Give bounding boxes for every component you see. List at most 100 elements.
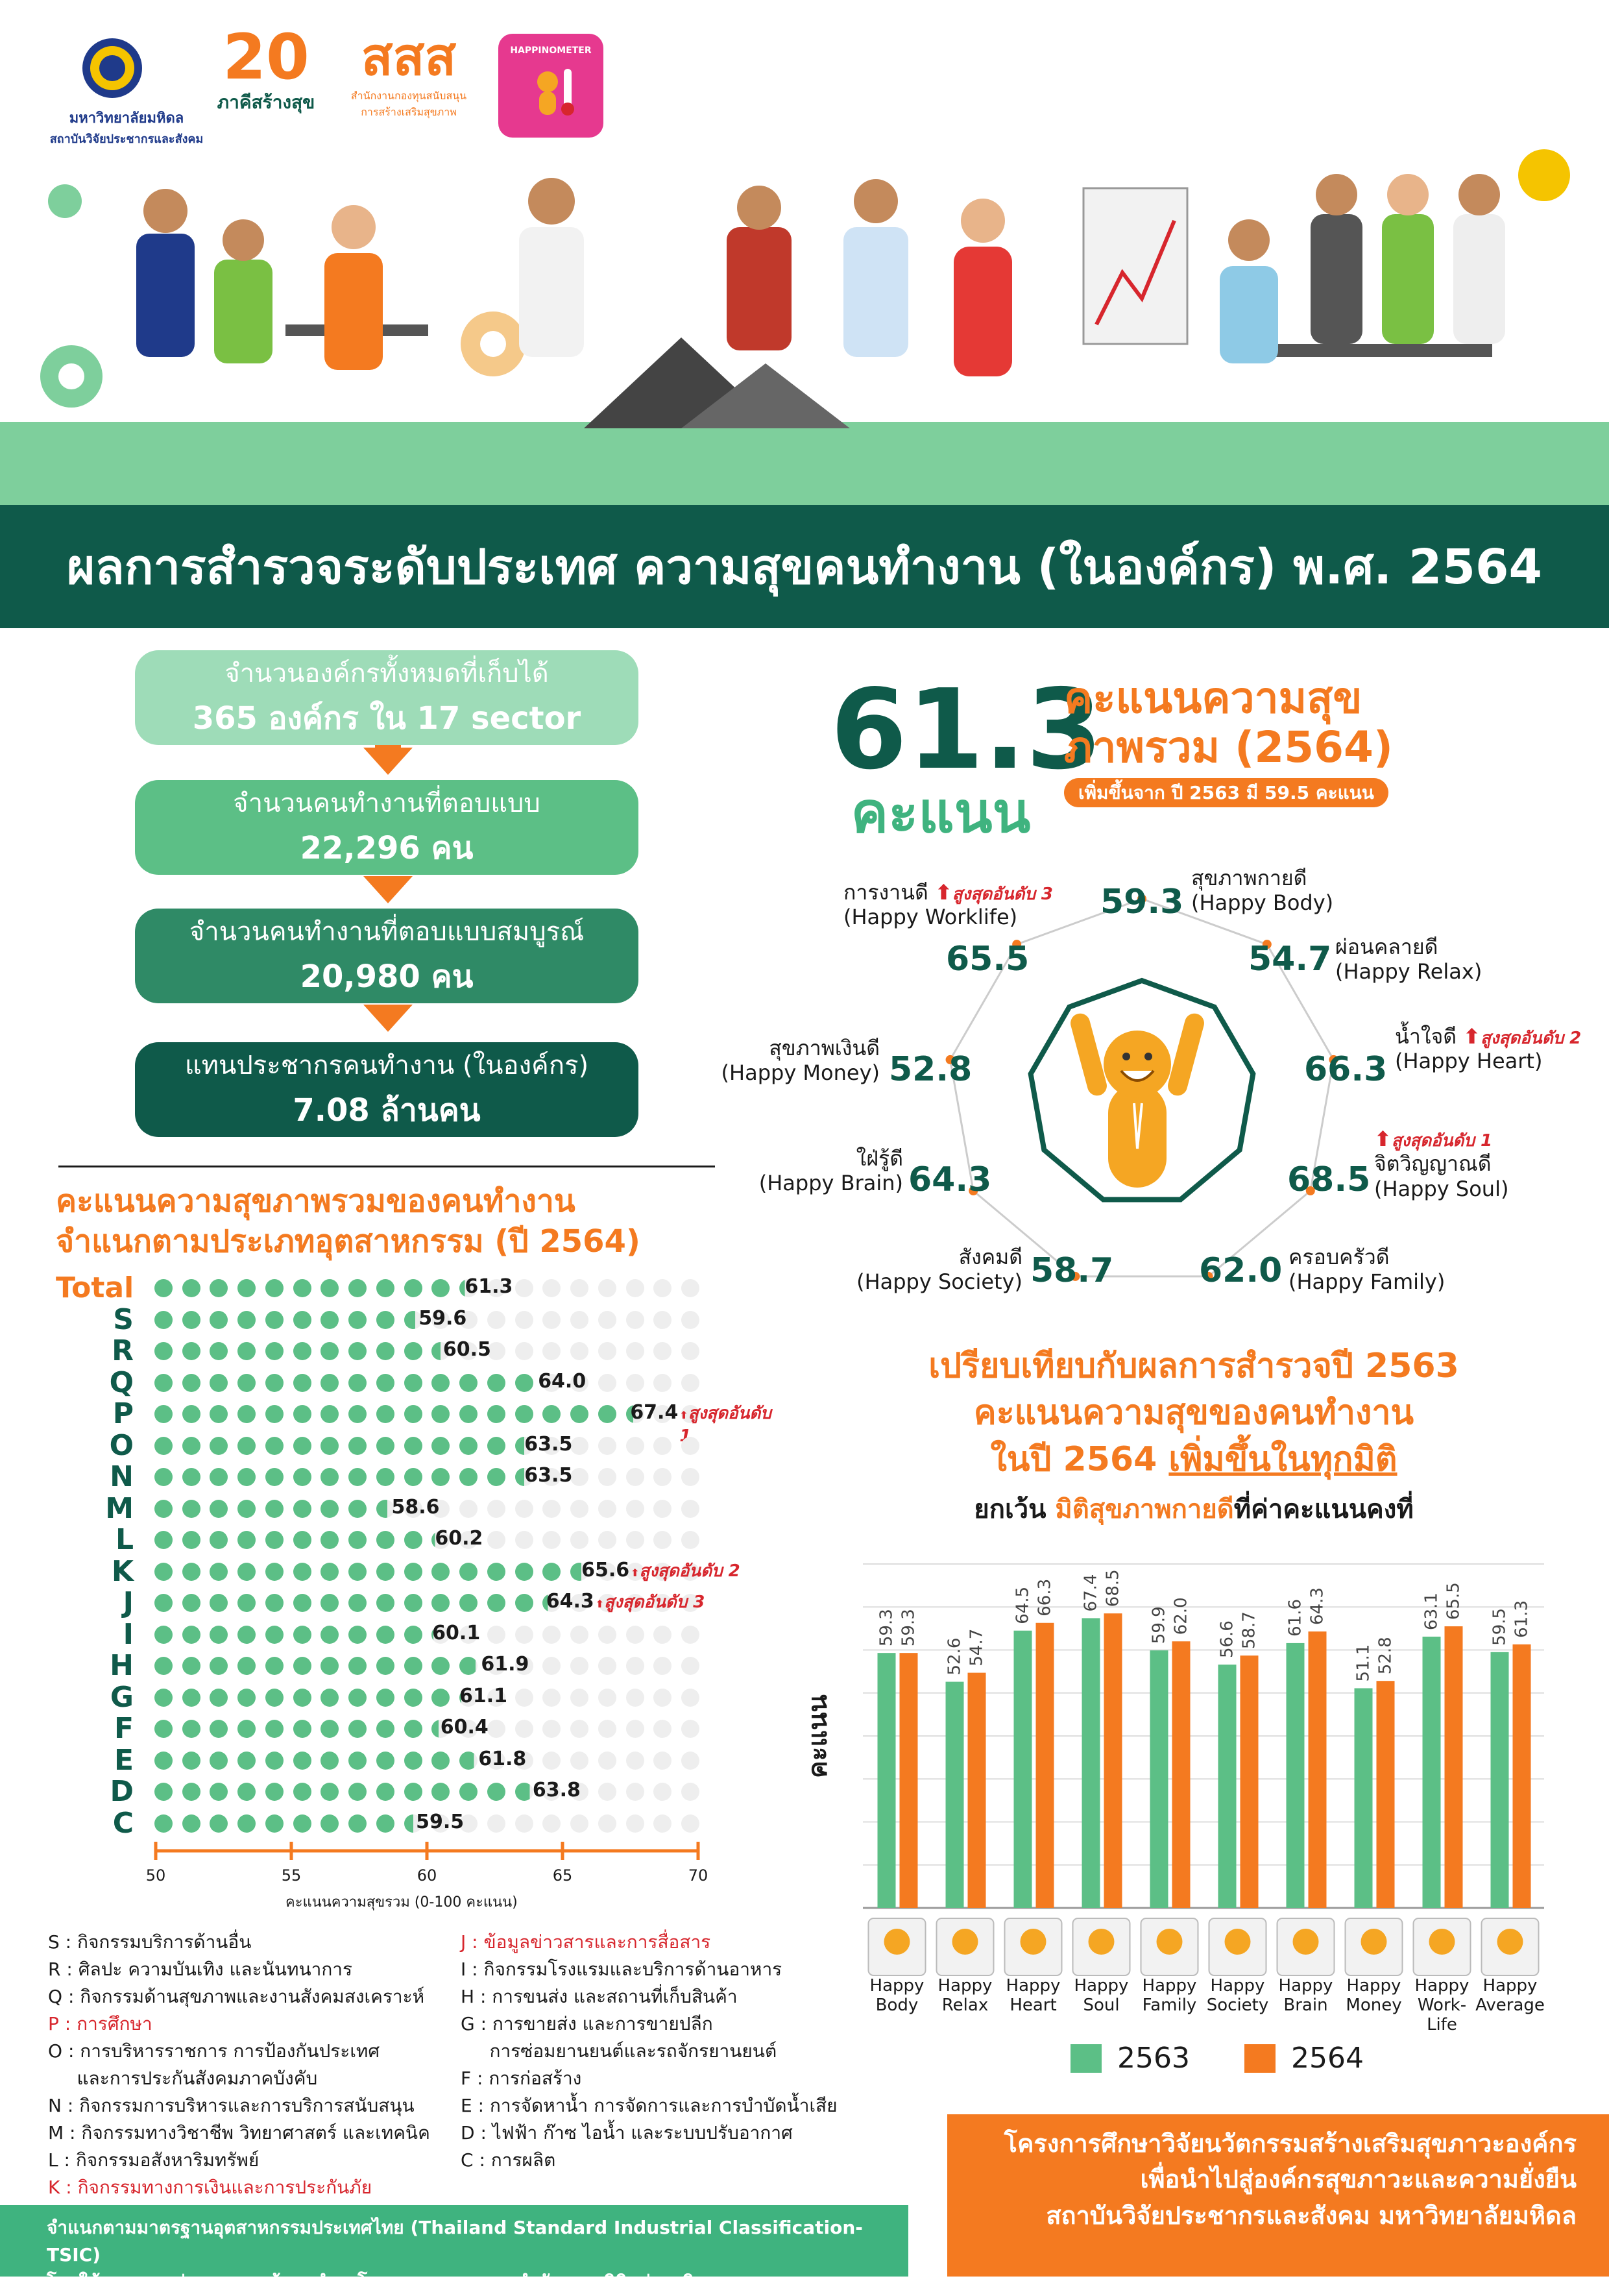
row-dot [514, 1468, 533, 1486]
row-dot [514, 1814, 533, 1833]
category-icon [1088, 1929, 1115, 1955]
logo-sss: สสส สำนักงานกองทุนสนับสนุน การสร้างเสริม… [344, 26, 474, 136]
rank-badge: สูงสุดอันดับ 2 [1480, 1029, 1582, 1048]
legend-item: S : กิจกรรมบริการด้านอื่น [48, 1931, 252, 1953]
radar-label-body: 59.3 [1100, 883, 1183, 922]
category-label: Happy Relax [938, 1976, 993, 2015]
category-label: Happy Average [1475, 1976, 1545, 2015]
row-dot [653, 1720, 672, 1738]
row-dot [514, 1405, 533, 1423]
category-label: Happy Society [1206, 1976, 1269, 2015]
radar-axis-dot [1262, 940, 1272, 949]
row-dot [431, 1373, 450, 1392]
row-dot [376, 1468, 394, 1486]
row-dot [293, 1373, 311, 1392]
row-dot [348, 1373, 367, 1392]
row-dot [681, 1342, 699, 1360]
row-label: C [112, 1806, 134, 1840]
row-dot [182, 1436, 200, 1455]
row-label: Q [109, 1365, 134, 1399]
bar-value-label: 64.5 [1013, 1587, 1033, 1624]
row-dot [514, 1310, 533, 1329]
legend-item: C : การผลิต [461, 2149, 556, 2171]
row-dot [237, 1310, 256, 1329]
row-dot [182, 1405, 200, 1423]
row-dot [321, 1625, 339, 1644]
logo-20-text: ภาคีสร้างสุข [217, 92, 315, 113]
row-dot [598, 1594, 616, 1612]
row-dot [598, 1562, 616, 1581]
row-dot [653, 1405, 672, 1423]
row-dot [182, 1688, 200, 1707]
row-dot [625, 1373, 644, 1392]
row-dot [598, 1751, 616, 1770]
row-dot [459, 1436, 478, 1455]
row-dot [293, 1783, 311, 1801]
row-dot [487, 1468, 505, 1486]
row-dot [265, 1688, 284, 1707]
row-label: I [123, 1617, 134, 1651]
row-value: 65.6 [581, 1558, 630, 1582]
row-dot [293, 1310, 311, 1329]
radar-name: สุขภาพเงินดี [769, 1036, 880, 1060]
category-label: Happy Body [869, 1976, 925, 2015]
row-dot [431, 1499, 450, 1518]
radar-value: 68.5 [1287, 1160, 1371, 1199]
bar-value-label: 67.4 [1082, 1574, 1101, 1612]
row-dot [570, 1562, 589, 1581]
row-dot [293, 1625, 311, 1644]
row-dot [265, 1814, 284, 1833]
row-dot [404, 1657, 422, 1675]
row-dot [293, 1814, 311, 1833]
row-dot [404, 1436, 422, 1455]
legend-item: D : ไฟฟ้า ก๊าซ ไอน้ำ และระบบปรับอากาศ [461, 2122, 793, 2143]
radar-name: ครอบครัวดี [1288, 1245, 1390, 1269]
logo-happinometer: HAPPINOMETER [498, 34, 603, 138]
row-dot [210, 1594, 228, 1612]
comparison-title-line1: เปรียบเทียบกับผลการสำรวจปี 2563 [928, 1347, 1459, 1386]
row-label: L [115, 1523, 134, 1556]
row-dot [514, 1783, 533, 1801]
row-dot [210, 1342, 228, 1360]
row-dot [570, 1720, 589, 1738]
row-dot [348, 1342, 367, 1360]
row-dot [459, 1594, 478, 1612]
row-dot [376, 1783, 394, 1801]
legend-label-2564: 2564 [1290, 2042, 1364, 2075]
bar-value-label: 66.3 [1035, 1579, 1055, 1617]
row-dot [625, 1405, 644, 1423]
row-dot [348, 1625, 367, 1644]
row-dot [321, 1436, 339, 1455]
row-dot [570, 1688, 589, 1707]
row-dot [487, 1814, 505, 1833]
radar-value: 66.3 [1304, 1050, 1388, 1089]
row-dot [404, 1720, 422, 1738]
row-dot [376, 1751, 394, 1770]
flow-box-population: แทนประชากรคนทำงาน (ในองค์กร) 7.08 ล้านคน [135, 1042, 638, 1137]
row-dot [293, 1562, 311, 1581]
row-dot [653, 1342, 672, 1360]
bar-value-label: 68.5 [1104, 1569, 1123, 1607]
row-dot [514, 1562, 533, 1581]
row-dot [348, 1688, 367, 1707]
legend-swatch-2563 [1071, 2044, 1102, 2073]
row-dot [210, 1657, 228, 1675]
row-dot [598, 1688, 616, 1707]
row-dot [514, 1436, 533, 1455]
row-dot [625, 1625, 644, 1644]
row-value: 61.8 [478, 1747, 527, 1770]
flow-box-organizations: จำนวนองค์กรทั้งหมดที่เก็บได้ 365 องค์กร … [135, 650, 638, 745]
row-dot [514, 1751, 533, 1770]
category-label: Happy Heart [1006, 1976, 1061, 2015]
bar-value-label: 58.7 [1240, 1611, 1259, 1649]
row-dot [376, 1279, 394, 1297]
row-dot [321, 1279, 339, 1297]
row-dot [625, 1562, 644, 1581]
row-dot [154, 1657, 173, 1675]
legend-item: P : การศึกษา [48, 2013, 152, 2034]
radar-label-family: 62.0 [1199, 1251, 1282, 1290]
row-dot [431, 1279, 450, 1297]
row-dot [210, 1499, 228, 1518]
radar-value: 65.5 [946, 940, 1030, 979]
row-dot [598, 1814, 616, 1833]
